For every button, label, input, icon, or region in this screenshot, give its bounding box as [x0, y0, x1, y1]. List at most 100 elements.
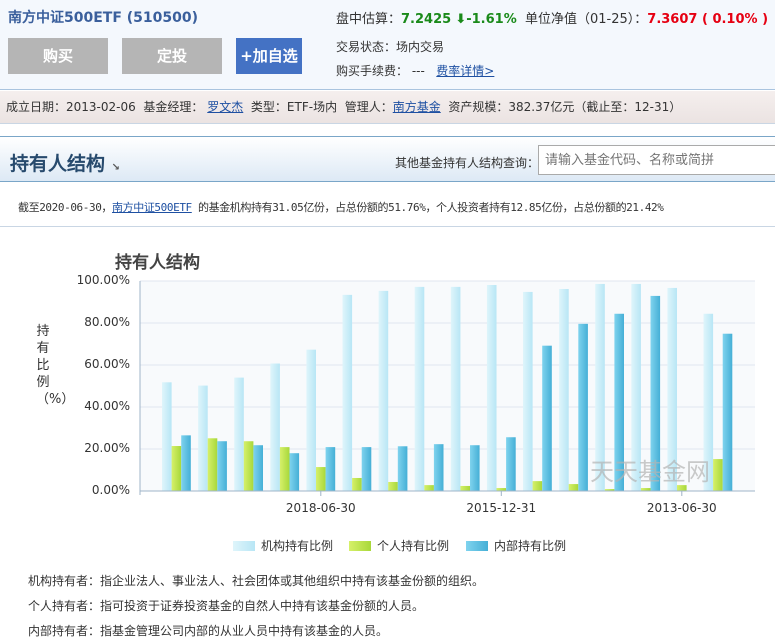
legend-institution[interactable]: 机构持有比例	[233, 537, 333, 554]
bar-2-9[interactable]	[506, 437, 516, 491]
bar-2-10[interactable]	[542, 345, 552, 491]
bar-2-7[interactable]	[433, 444, 444, 491]
estimate-row: 盘中估算：7.2425 ⬇-1.61% 单位净值（01-25）：7.3607 (…	[336, 8, 768, 27]
bar-1-5[interactable]	[352, 477, 362, 491]
fund-link[interactable]: 南方中证500ETF	[112, 201, 192, 214]
bar-2-11[interactable]	[578, 323, 588, 491]
bar-0-0[interactable]	[162, 382, 172, 491]
fee-value: ---	[411, 64, 425, 78]
bar-1-11[interactable]	[568, 484, 579, 491]
watermark: 天天基金网	[590, 458, 710, 486]
y-tick-label: 80.00%	[84, 315, 130, 329]
bar-0-11[interactable]	[559, 288, 569, 491]
bar-2-0[interactable]	[181, 435, 191, 491]
note-text: 指企业法人、事业法人、社会团体或其他组织中持有该基金份额的组织。	[100, 574, 485, 588]
bar-0-10[interactable]	[523, 291, 533, 491]
bar-0-6[interactable]	[378, 290, 389, 491]
bar-2-4[interactable]	[325, 447, 336, 491]
bar-2-6[interactable]	[397, 446, 408, 491]
note-label: 内部持有者：	[28, 624, 101, 638]
bar-1-9[interactable]	[496, 488, 507, 491]
bar-0-15[interactable]	[703, 313, 714, 491]
holder-summary: 截至2020-06-30，南方中证500ETF 的基金机构持有31.05亿份，占…	[18, 199, 664, 215]
established-value: 2013-02-06	[66, 100, 136, 114]
bar-1-4[interactable]	[316, 467, 326, 491]
bar-1-10[interactable]	[532, 481, 543, 491]
bar-1-6[interactable]	[388, 481, 398, 491]
legend-internal[interactable]: 内部持有比例	[466, 537, 566, 554]
summary-text: 的基金机构持有31.05亿份，占总份额的51.76%，个人投资者持有12.85亿…	[191, 201, 664, 214]
bar-0-14[interactable]	[667, 287, 677, 491]
bar-1-13[interactable]	[640, 488, 651, 491]
bar-0-5[interactable]	[342, 294, 353, 491]
divider	[0, 226, 775, 227]
bar-0-9[interactable]	[486, 284, 497, 491]
bar-1-1[interactable]	[207, 438, 218, 491]
bar-1-14[interactable]	[677, 485, 687, 491]
bar-1-3[interactable]	[279, 447, 290, 491]
bar-0-1[interactable]	[198, 385, 208, 491]
scale-value: 382.37亿元（截止至：12-31）	[508, 100, 682, 114]
bar-2-2[interactable]	[253, 445, 263, 491]
type-label: 类型：	[250, 100, 287, 114]
x-tick-label: 2013-06-30	[647, 501, 717, 515]
company-label: 管理人：	[344, 100, 393, 114]
bar-1-12[interactable]	[604, 489, 615, 491]
bar-2-8[interactable]	[470, 445, 480, 491]
note-label: 个人持有者：	[28, 599, 101, 613]
add-watchlist-button[interactable]: +加自选	[236, 38, 302, 74]
bar-2-12[interactable]	[614, 313, 624, 491]
x-tick-label: 2015-12-31	[466, 501, 536, 515]
summary-prefix: 截至2020-06-30，	[18, 201, 113, 214]
legend-label: 个人持有比例	[377, 539, 450, 553]
y-tick-label: 40.00%	[84, 399, 130, 413]
bar-0-13[interactable]	[631, 283, 641, 491]
legend-swatch	[466, 540, 488, 551]
arrow-down-icon: ⬇	[455, 12, 467, 27]
bar-0-8[interactable]	[450, 286, 461, 491]
estimate-label: 盘中估算：	[336, 12, 402, 27]
bar-2-5[interactable]	[361, 447, 372, 491]
bar-1-0[interactable]	[171, 446, 182, 491]
y-tick-label: 60.00%	[84, 357, 130, 371]
bar-0-3[interactable]	[270, 363, 280, 491]
buy-button[interactable]: 购买	[8, 38, 108, 74]
fee-label: 购买手续费：	[336, 64, 409, 78]
note-text: 指可投资于证券投资基金的自然人中持有该基金份额的人员。	[100, 599, 425, 613]
fund-header: 南方中证500ETF (510500) 购买 定投 +加自选 盘中估算：7.24…	[0, 0, 775, 90]
legend-swatch	[233, 540, 255, 551]
bar-1-7[interactable]	[424, 485, 434, 491]
bar-2-1[interactable]	[217, 441, 227, 491]
estimate-change: -1.61%	[466, 12, 517, 27]
bar-0-12[interactable]	[595, 283, 605, 491]
bar-2-15[interactable]	[722, 333, 733, 491]
chart-title: 持有人结构	[115, 253, 200, 273]
nav-label: 单位净值（01-25）：	[525, 12, 648, 27]
company-link[interactable]: 南方基金	[392, 100, 441, 114]
y-tick-label: 100.00%	[76, 273, 130, 287]
manager-label: 基金经理：	[143, 100, 204, 114]
note-individual: 个人持有者：指可投资于证券投资基金的自然人中持有该基金份额的人员。	[28, 597, 424, 614]
trade-status-label: 交易状态：	[336, 40, 397, 54]
bar-2-13[interactable]	[650, 295, 661, 491]
bar-1-8[interactable]	[460, 485, 470, 491]
bar-0-4[interactable]	[306, 349, 316, 491]
fixed-invest-button[interactable]: 定投	[122, 38, 222, 74]
bar-2-3[interactable]	[289, 453, 300, 491]
bar-0-7[interactable]	[414, 286, 425, 491]
fund-name: 南方中证500ETF (510500)	[8, 10, 199, 26]
y-tick-label: 20.00%	[84, 441, 130, 455]
fund-search-input[interactable]	[538, 145, 775, 175]
trade-status-value: 场内交易	[396, 40, 445, 54]
note-text: 指基金管理公司内部的从业人员中持有该基金的人员。	[100, 624, 389, 638]
fee-detail-link[interactable]: 费率详情>	[436, 64, 495, 78]
bar-1-15[interactable]	[713, 459, 723, 491]
bar-0-2[interactable]	[234, 377, 244, 491]
bar-1-2[interactable]	[243, 441, 254, 491]
legend-individual[interactable]: 个人持有比例	[349, 537, 449, 554]
note-institution: 机构持有者：指企业法人、事业法人、社会团体或其他组织中持有该基金份额的组织。	[28, 572, 484, 589]
legend-label: 内部持有比例	[494, 539, 567, 553]
manager-link[interactable]: 罗文杰	[207, 100, 244, 114]
scale-label: 资产规模：	[448, 100, 509, 114]
